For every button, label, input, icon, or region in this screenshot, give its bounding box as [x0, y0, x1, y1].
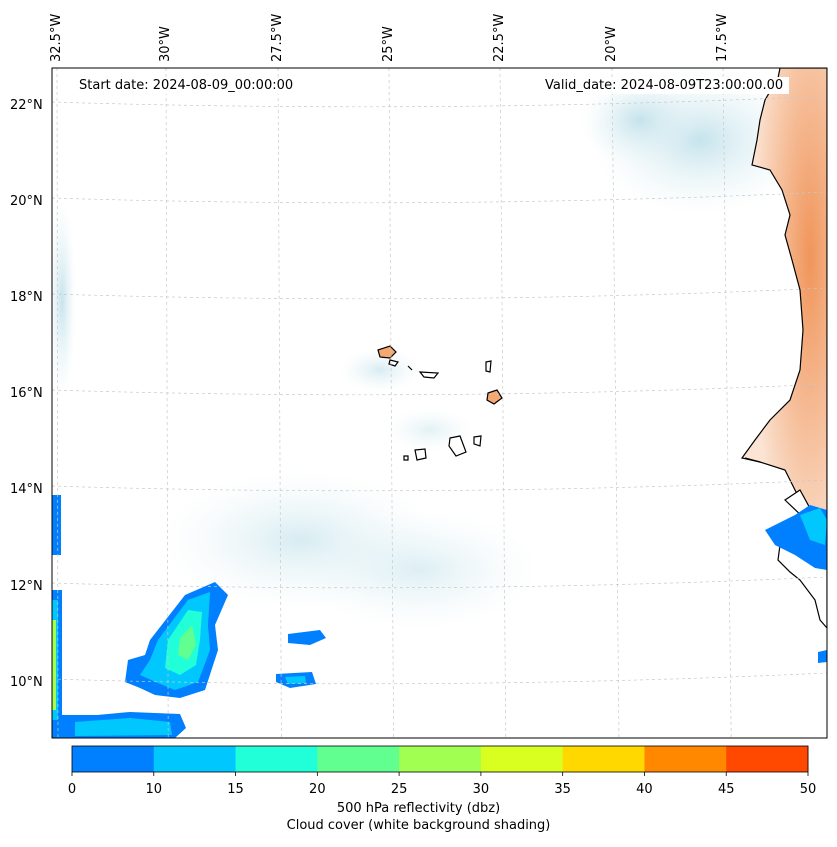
lat-label: 12°N	[10, 579, 43, 594]
lon-label: 20°W	[604, 26, 619, 62]
colorbar-tick-label: 45	[717, 782, 735, 797]
lon-label: 32.5°W	[49, 13, 64, 62]
colorbar-segment	[317, 746, 400, 772]
graticule-lines	[52, 68, 827, 738]
reflectivity-cell	[818, 650, 827, 663]
parallel-line	[52, 287, 827, 300]
reflectivity-cell	[288, 630, 326, 645]
colorbar-segment	[726, 746, 809, 772]
lat-label: 20°N	[10, 194, 43, 209]
parallel-line	[52, 672, 827, 685]
cape-verde-islands	[377, 345, 503, 461]
island-santiago	[448, 435, 467, 457]
island-brava	[403, 455, 409, 461]
colorbar-segment	[399, 746, 482, 772]
colorbar-tick-label: 20	[309, 782, 326, 797]
colorbar-tick-label: 50	[799, 782, 817, 797]
colorbar-segment	[562, 746, 645, 772]
island-santo-antao	[377, 345, 397, 359]
colorbar-tick-label: 10	[145, 782, 163, 797]
parallel-line	[52, 191, 827, 204]
colorbar-label-cloud-cover: Cloud cover (white background shading)	[286, 818, 551, 833]
parallel-line	[52, 576, 827, 589]
lat-label: 10°N	[10, 675, 43, 690]
lon-label: 27.5°W	[270, 13, 285, 62]
island-fogo	[414, 448, 427, 461]
lat-label: 14°N	[10, 482, 43, 497]
colorbar-frame	[71, 745, 809, 773]
colorbar-segment	[72, 746, 155, 772]
colorbar-segment	[480, 746, 564, 772]
lon-label: 22.5°W	[492, 13, 507, 62]
colorbar-tick-label: 30	[472, 782, 490, 797]
map-frame	[51, 67, 828, 739]
colorbar-tick-label: 15	[227, 782, 244, 797]
parallel-line	[52, 479, 827, 492]
colorbar-segment	[644, 746, 727, 772]
reflectivity-cell	[52, 495, 61, 555]
cloud-cover-shading	[52, 68, 810, 630]
reflectivity-cell	[75, 718, 172, 736]
island-maio	[473, 435, 482, 447]
island-boa-vista	[486, 389, 503, 405]
start-date-label: Start date: 2024-08-09_00:00:00	[73, 77, 300, 94]
parallel-line	[52, 95, 827, 108]
reflectivity-cell	[52, 620, 56, 710]
island-sal	[485, 360, 492, 373]
colorbar-tick-label: 40	[636, 782, 653, 797]
reflectivity-cell	[285, 676, 306, 684]
colorbar-label-reflectivity: 500 hPa reflectivity (dbz)	[336, 801, 501, 816]
valid-date-label: Valid_date: 2024-08-09T23:00:00.00	[539, 77, 790, 94]
lon-label: 17.5°W	[715, 13, 730, 62]
lon-label: 25°W	[381, 26, 396, 62]
lat-label: 18°N	[10, 290, 43, 305]
colorbar-tick-label: 0	[67, 782, 77, 797]
colorbar-tick-label: 25	[390, 782, 408, 797]
colorbar-tick-label: 35	[554, 782, 571, 797]
lat-label: 16°N	[10, 386, 43, 401]
colorbar-segment	[235, 746, 318, 772]
colorbar-segment	[153, 746, 237, 772]
parallel-line	[52, 383, 827, 396]
lat-label: 22°N	[10, 98, 43, 113]
reflectivity-contours	[52, 495, 827, 738]
colorbar	[71, 745, 809, 776]
island-sao-nicolau	[418, 371, 440, 379]
reflectivity-cell	[178, 625, 196, 660]
reflectivity-cell	[800, 508, 827, 545]
lon-label: 30°W	[158, 26, 173, 62]
